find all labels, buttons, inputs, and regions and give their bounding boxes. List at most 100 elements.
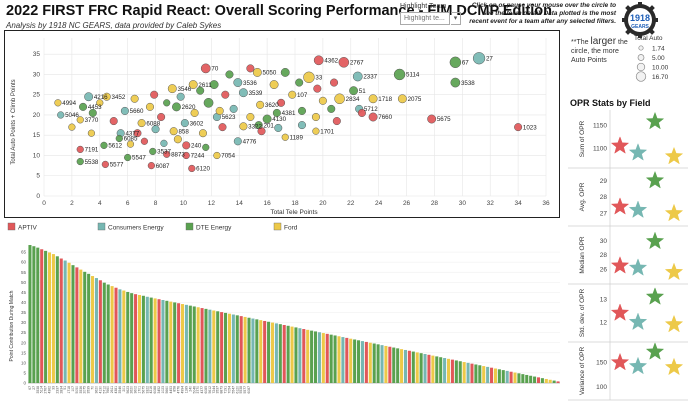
scatter-point-240[interactable] (182, 141, 191, 150)
bar[interactable] (137, 294, 142, 383)
bar[interactable] (145, 296, 149, 383)
scatter-point-5675[interactable] (427, 114, 437, 124)
bar[interactable] (525, 374, 529, 383)
scatter-point-5612[interactable] (100, 141, 108, 149)
bar[interactable] (157, 299, 161, 383)
scatter-point-5660[interactable] (120, 106, 129, 115)
bar[interactable] (75, 267, 79, 383)
bar[interactable] (259, 320, 263, 383)
bar[interactable] (478, 365, 482, 383)
scatter-point-3546[interactable] (167, 84, 177, 94)
bar[interactable] (165, 300, 169, 383)
bar[interactable] (446, 358, 451, 383)
bar[interactable] (517, 373, 521, 383)
bar[interactable] (419, 353, 423, 383)
scatter-point-2834[interactable] (334, 93, 345, 105)
scatter-point-1189[interactable] (281, 133, 289, 141)
scatter-point-3770[interactable] (76, 116, 84, 124)
bar[interactable] (87, 273, 91, 383)
bar[interactable] (47, 252, 52, 383)
bar[interactable] (372, 343, 376, 383)
bar[interactable] (141, 295, 145, 383)
scatter-point-27[interactable] (472, 52, 486, 65)
scatter-point-3322[interactable] (239, 122, 248, 131)
bar[interactable] (235, 315, 239, 383)
scatter-point-2611[interactable] (188, 80, 198, 90)
scatter-point[interactable] (202, 143, 210, 151)
bar[interactable] (149, 297, 153, 383)
scatter-point[interactable] (209, 80, 219, 90)
stats-star-consumers-energy[interactable] (628, 356, 648, 375)
stats-star-ford[interactable] (664, 262, 684, 281)
scatter-point-2075[interactable] (397, 94, 407, 104)
scatter-point[interactable] (160, 139, 168, 147)
scatter-point[interactable] (173, 135, 182, 144)
bar[interactable] (122, 290, 126, 383)
bar[interactable] (396, 348, 400, 383)
bar[interactable] (439, 357, 443, 383)
scatter-point[interactable] (88, 108, 97, 117)
bar[interactable] (278, 324, 282, 383)
scatter-point[interactable] (257, 127, 266, 136)
legend-label[interactable]: APTIV (18, 225, 37, 232)
bar[interactable] (298, 328, 302, 383)
stats-star-dte-energy[interactable] (645, 287, 665, 305)
bar[interactable] (177, 303, 181, 383)
scatter-point-1023[interactable] (514, 123, 523, 132)
scatter-point-6085[interactable] (115, 134, 123, 143)
bar[interactable] (376, 344, 380, 383)
bar[interactable] (388, 346, 392, 383)
scatter-point[interactable] (87, 129, 96, 137)
scatter-point-4776[interactable] (233, 137, 242, 146)
bar[interactable] (450, 359, 454, 383)
bar[interactable] (400, 349, 404, 383)
scatter-point-5547[interactable] (124, 153, 132, 162)
scatter-point[interactable] (297, 106, 307, 115)
scatter-point-6120[interactable] (188, 164, 196, 173)
stats-star-ford[interactable] (664, 203, 684, 222)
scatter-point[interactable] (145, 102, 155, 111)
scatter-point-7191[interactable] (76, 145, 84, 154)
legend-swatch[interactable] (97, 222, 106, 231)
bar[interactable] (544, 378, 548, 383)
stats-star-consumers-energy[interactable] (628, 200, 648, 218)
bar[interactable] (474, 364, 478, 383)
bar[interactable] (118, 289, 122, 383)
scatter-point[interactable] (96, 99, 104, 107)
bar[interactable] (505, 370, 509, 383)
bar[interactable] (435, 356, 439, 383)
scatter-point[interactable] (157, 112, 166, 122)
bar[interactable] (286, 325, 290, 383)
bar[interactable] (306, 329, 310, 383)
bar[interactable] (470, 363, 474, 383)
bar[interactable] (83, 271, 87, 383)
bar[interactable] (509, 371, 513, 383)
bar[interactable] (325, 333, 329, 383)
scatter-point-5538[interactable] (76, 157, 84, 166)
scatter-point-5046[interactable] (57, 111, 65, 119)
bar[interactable] (556, 381, 560, 383)
scatter-point[interactable] (190, 108, 199, 117)
scatter-point-67[interactable] (449, 56, 462, 69)
bar[interactable] (403, 349, 408, 383)
stats-star-ford[interactable] (664, 357, 684, 376)
bar[interactable] (341, 337, 345, 383)
bar[interactable] (540, 378, 544, 383)
bar[interactable] (392, 347, 396, 383)
bar[interactable] (310, 330, 314, 383)
legend-swatch[interactable] (7, 222, 16, 231)
bar[interactable] (427, 354, 431, 383)
scatter-point[interactable] (280, 67, 290, 77)
scatter-point[interactable] (140, 137, 149, 145)
bar[interactable] (529, 375, 533, 383)
scatter-point-4453[interactable] (79, 102, 88, 111)
scatter-point[interactable] (274, 123, 283, 132)
scatter-point-3536[interactable] (233, 78, 243, 88)
scatter-point[interactable] (277, 98, 286, 107)
legend-label[interactable]: Ford (284, 225, 298, 232)
stats-star-consumers-energy[interactable] (628, 143, 648, 161)
bar[interactable] (552, 380, 556, 383)
scatter-point[interactable] (297, 121, 307, 130)
scatter-point-2767[interactable] (338, 57, 350, 68)
stats-star-consumers-energy[interactable] (628, 312, 648, 331)
